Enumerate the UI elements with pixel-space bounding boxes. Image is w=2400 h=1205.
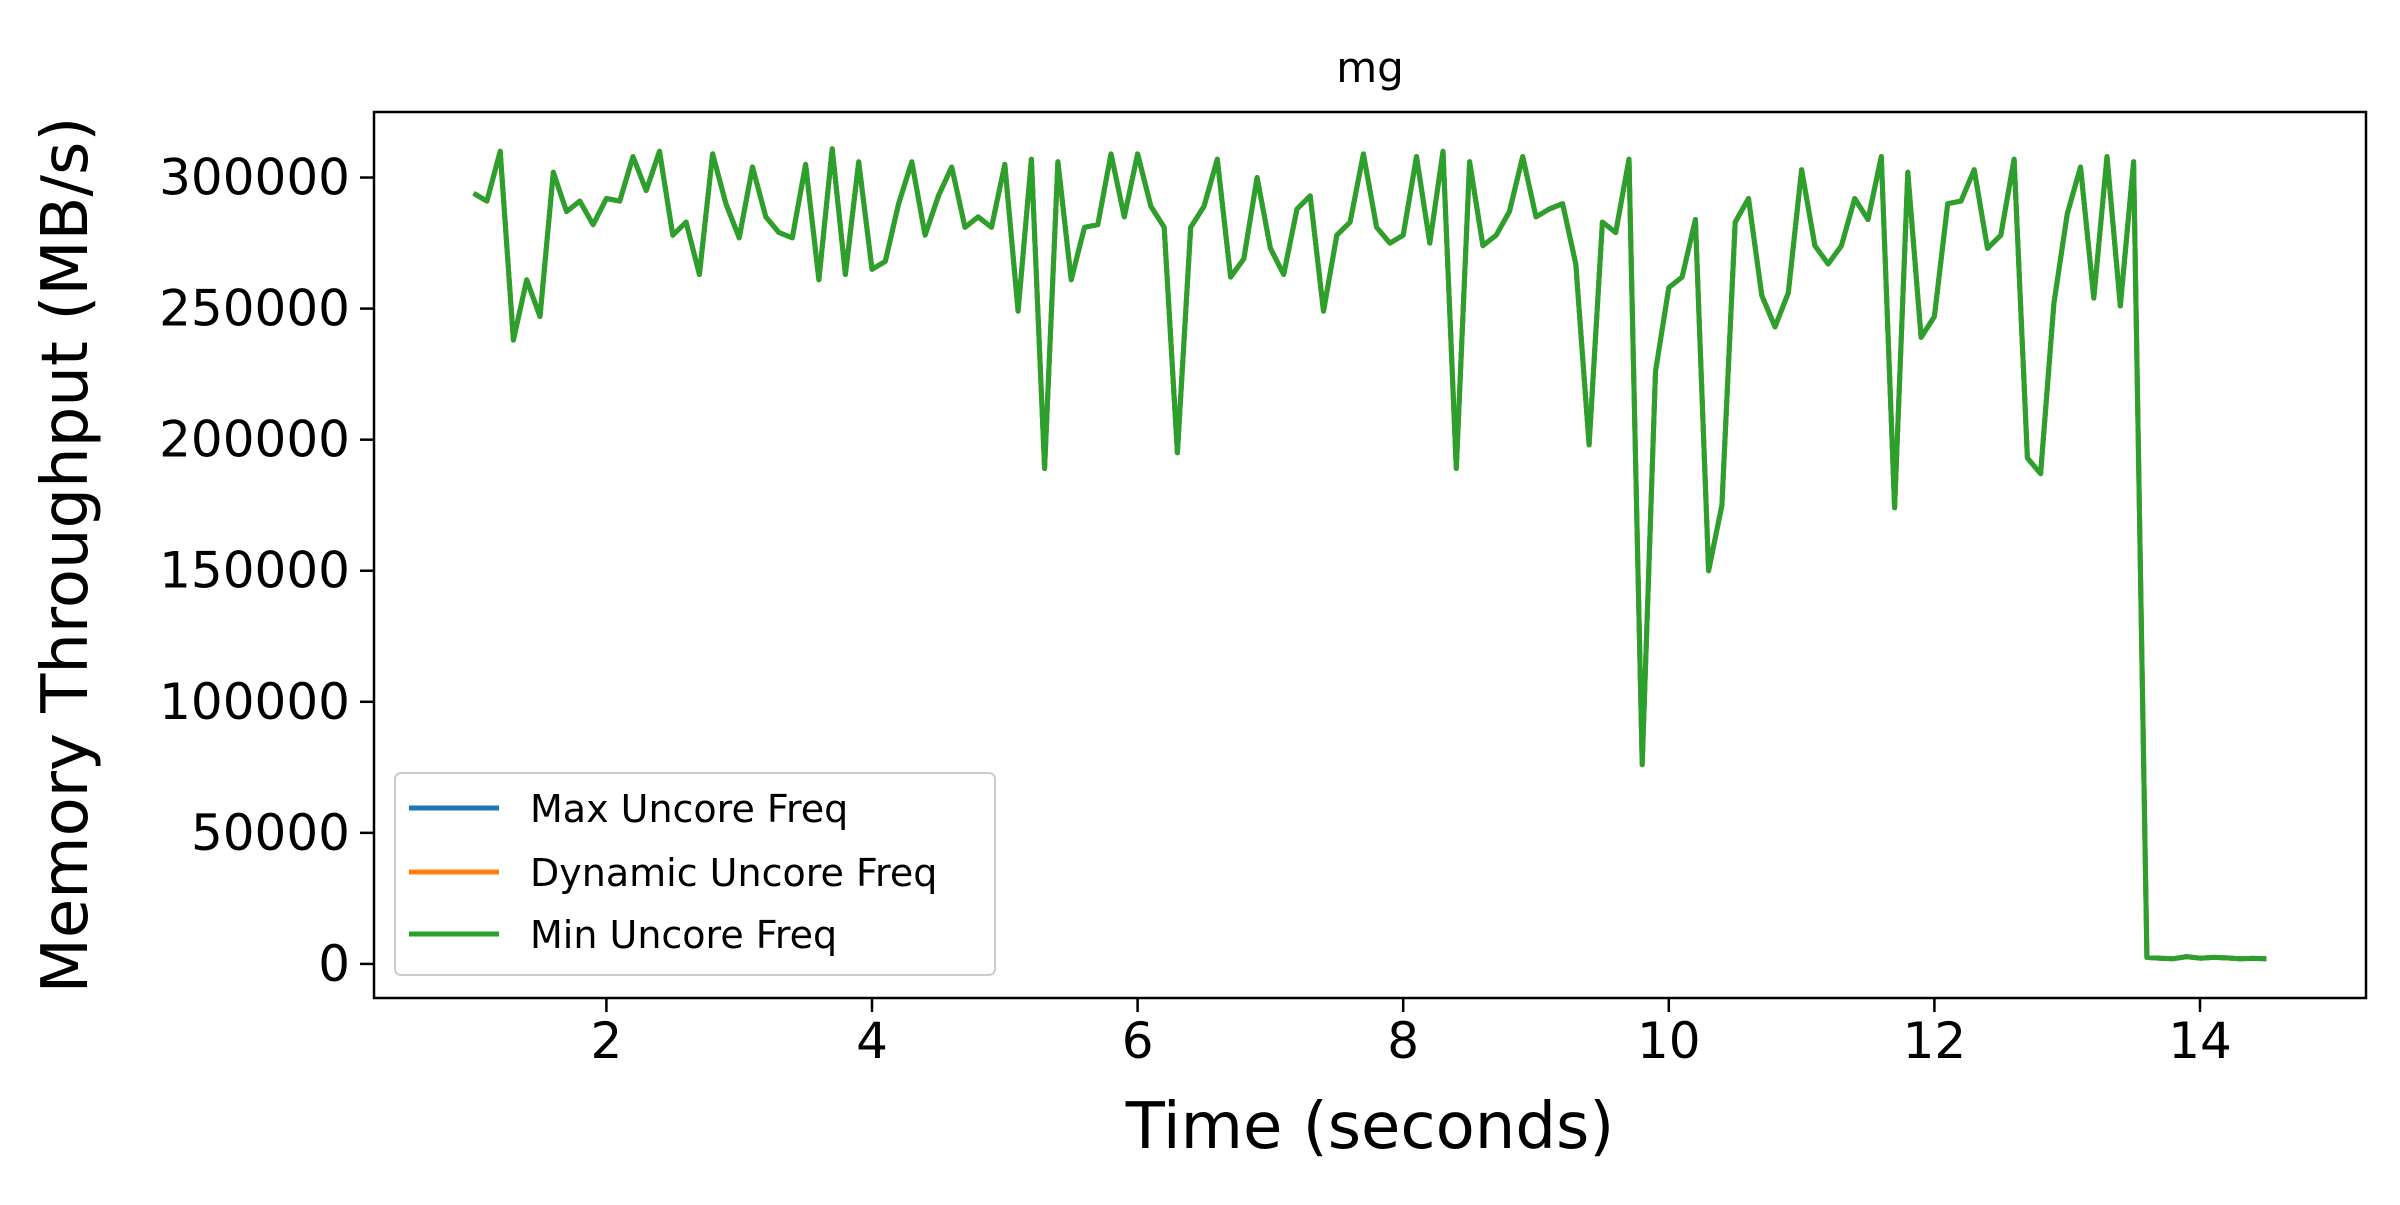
y-tick-label: 50000 xyxy=(191,804,350,862)
y-tick-label: 150000 xyxy=(159,542,350,600)
y-tick-label: 0 xyxy=(318,935,350,993)
legend-label-max-uncore-freq: Max Uncore Freq xyxy=(530,787,848,831)
x-axis-label: Time (seconds) xyxy=(1125,1090,1615,1164)
y-axis-label: Memory Throughput (MB/s) xyxy=(29,117,103,994)
y-tick-label: 100000 xyxy=(159,673,350,731)
y-axis-ticks: 0 50000 100000 150000 200000 250000 300000 xyxy=(159,149,374,993)
legend-label-dynamic-uncore-freq: Dynamic Uncore Freq xyxy=(530,851,937,895)
x-tick-label: 12 xyxy=(1903,1012,1967,1070)
x-tick-label: 2 xyxy=(590,1012,622,1070)
y-tick-label: 250000 xyxy=(159,280,350,338)
y-tick-label: 300000 xyxy=(159,149,350,207)
series-layer xyxy=(472,146,2267,962)
legend-box xyxy=(394,772,996,976)
x-tick-label: 14 xyxy=(2168,1012,2232,1070)
plot-frame xyxy=(372,110,2368,1000)
x-axis-ticks: 2 4 6 8 10 12 14 xyxy=(590,998,2232,1070)
x-tick-label: 8 xyxy=(1387,1012,1419,1070)
x-tick-label: 10 xyxy=(1637,1012,1701,1070)
chart-title: mg xyxy=(1336,43,1404,92)
series-line-min-uncore-freq xyxy=(472,146,2267,962)
chart-legend: Max Uncore Freq Dynamic Uncore Freq Min … xyxy=(394,772,996,976)
x-tick-label: 4 xyxy=(856,1012,888,1070)
legend-label-min-uncore-freq: Min Uncore Freq xyxy=(530,913,837,957)
y-tick-label: 200000 xyxy=(159,411,350,469)
x-tick-label: 6 xyxy=(1122,1012,1154,1070)
